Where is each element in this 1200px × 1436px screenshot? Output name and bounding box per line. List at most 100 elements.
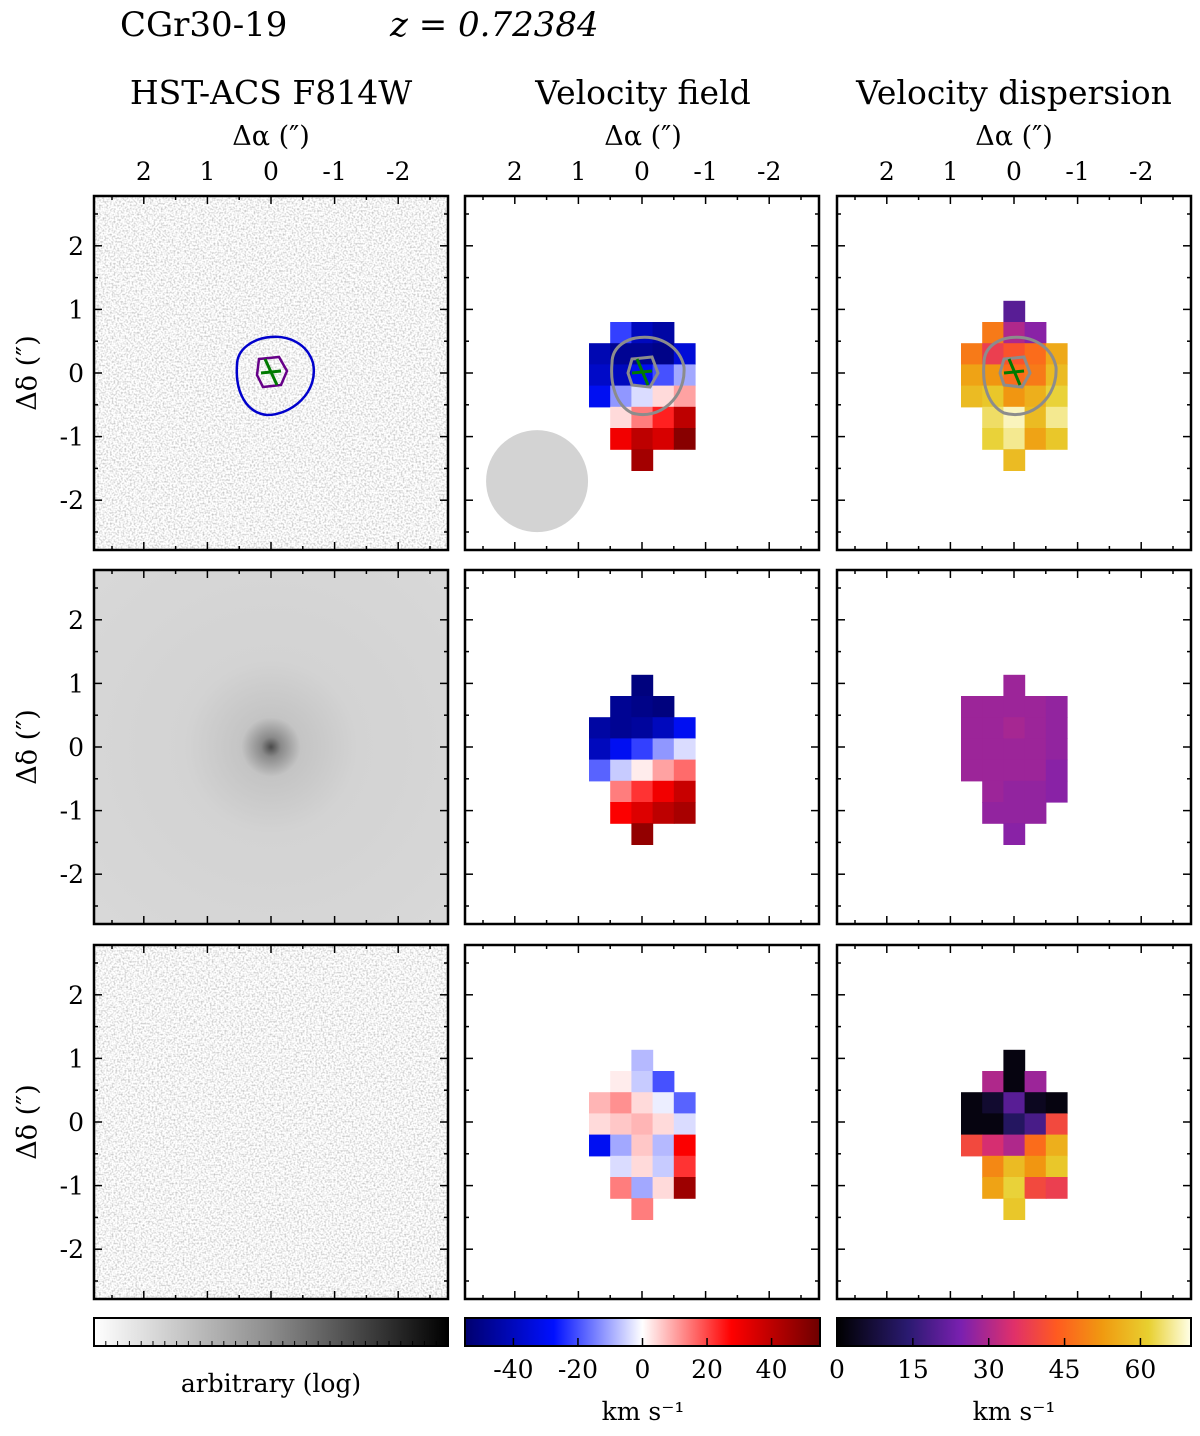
data-pixel	[652, 1177, 675, 1199]
data-pixel	[673, 1177, 696, 1199]
data-pixel	[1045, 1155, 1068, 1178]
data-pixel	[589, 1134, 611, 1157]
data-pixel	[631, 1177, 654, 1199]
data-pixel	[982, 1092, 1004, 1114]
data-pixel	[652, 1113, 675, 1136]
colorbar-tick-label: -20	[558, 1355, 598, 1384]
data-pixel	[1003, 428, 1026, 450]
observed-image-panel	[92, 194, 450, 552]
outer-contour	[610, 335, 686, 416]
data-pixel	[589, 364, 611, 387]
data-pixel	[610, 759, 632, 782]
data-pixel	[982, 738, 1004, 761]
data-pixel	[982, 1134, 1004, 1157]
data-pixel	[1045, 1092, 1068, 1114]
data-pixel	[982, 780, 1004, 803]
y-tick-label: 0	[68, 359, 84, 388]
data-pixel	[631, 322, 654, 344]
data-pixel	[1045, 428, 1068, 450]
noise-image	[94, 945, 448, 1299]
data-pixel	[961, 1134, 983, 1157]
colorbar-tick-label: 20	[691, 1355, 723, 1384]
center-marker	[260, 369, 282, 375]
data-pixel	[1024, 780, 1047, 803]
y-axis-label: Δδ (″)	[12, 335, 43, 411]
data-pixel	[631, 406, 654, 429]
data-pixel	[652, 428, 675, 450]
y-axis-labels: Δδ (″) Δδ (″) Δδ (″)	[12, 335, 43, 1160]
data-pixel	[1003, 780, 1026, 803]
colorbar-velocity-label: km s⁻¹	[602, 1397, 685, 1426]
data-pixel	[1045, 738, 1068, 761]
data-pixel	[610, 1092, 632, 1114]
data-pixel	[982, 1113, 1004, 1136]
data-pixel	[1003, 1155, 1026, 1178]
data-pixel	[673, 738, 696, 761]
data-pixel	[1003, 696, 1026, 718]
data-pixel	[1024, 738, 1047, 761]
x-tick-label: 1	[199, 157, 215, 186]
data-pixel	[1024, 428, 1047, 450]
data-pixel	[631, 717, 654, 739]
data-pixel	[982, 802, 1004, 824]
data-pixel	[631, 1049, 654, 1072]
y-tick-label: -1	[60, 797, 84, 826]
x-tick-label: -2	[386, 157, 410, 186]
colorbar-tick-label: 0	[829, 1355, 845, 1384]
data-pixel	[673, 406, 696, 429]
x-tick-label: -1	[1065, 157, 1089, 186]
data-pixel	[1003, 1177, 1026, 1199]
colorbar-dispersion	[836, 1317, 1192, 1347]
data-pixel	[1024, 1113, 1047, 1136]
data-pixel	[1003, 322, 1026, 344]
xlabel-image: Δα (″)	[232, 121, 309, 152]
y-tick-label: -2	[60, 486, 84, 515]
data-pixel	[673, 717, 696, 739]
data-pixel	[610, 364, 632, 387]
data-pixel	[631, 343, 654, 365]
data-pixel	[673, 1092, 696, 1114]
y-tick-label: -1	[60, 1172, 84, 1201]
data-pixel	[673, 780, 696, 803]
data-pixel	[631, 428, 654, 450]
data-pixel	[961, 759, 983, 782]
y-tick-label: 0	[68, 1108, 84, 1137]
data-pixel	[1024, 759, 1047, 782]
data-pixel	[589, 738, 611, 761]
data-pixel	[652, 1134, 675, 1157]
data-pixel	[652, 696, 675, 718]
data-pixel	[631, 1071, 654, 1093]
observed-velocity-dispersion-panel	[835, 194, 1193, 552]
data-pixel	[631, 802, 654, 824]
data-pixel	[961, 343, 983, 365]
data-pixel	[1003, 1198, 1026, 1220]
colorbar-tick-label: 30	[973, 1355, 1005, 1384]
data-pixel	[631, 385, 654, 408]
colorbar-image-label: arbitrary (log)	[181, 1369, 361, 1398]
data-pixel	[1003, 343, 1026, 365]
x-tick-label: 0	[263, 157, 279, 186]
data-pixel	[1045, 780, 1068, 803]
y-tick-label: 1	[68, 669, 84, 698]
data-pixel	[1003, 717, 1026, 739]
outer-contour	[982, 335, 1058, 416]
data-pixel	[610, 1134, 632, 1157]
data-pixel	[652, 759, 675, 782]
model-velocity-field-panel	[463, 568, 821, 926]
data-pixel	[1024, 1155, 1047, 1178]
data-pixel	[610, 780, 632, 803]
x-tick-label: 0	[634, 157, 650, 186]
colorbar-tick-label: 60	[1125, 1355, 1157, 1384]
data-pixel	[631, 449, 654, 471]
data-pixel	[1003, 823, 1026, 845]
data-pixel	[982, 428, 1004, 450]
model-image	[94, 570, 448, 924]
data-pixel	[631, 1155, 654, 1178]
data-pixel	[1045, 343, 1068, 365]
data-pixel	[652, 717, 675, 739]
data-pixel	[961, 696, 983, 718]
residual-velocity-field-panel	[463, 943, 821, 1301]
data-pixel	[631, 1092, 654, 1114]
data-pixel	[610, 322, 632, 344]
